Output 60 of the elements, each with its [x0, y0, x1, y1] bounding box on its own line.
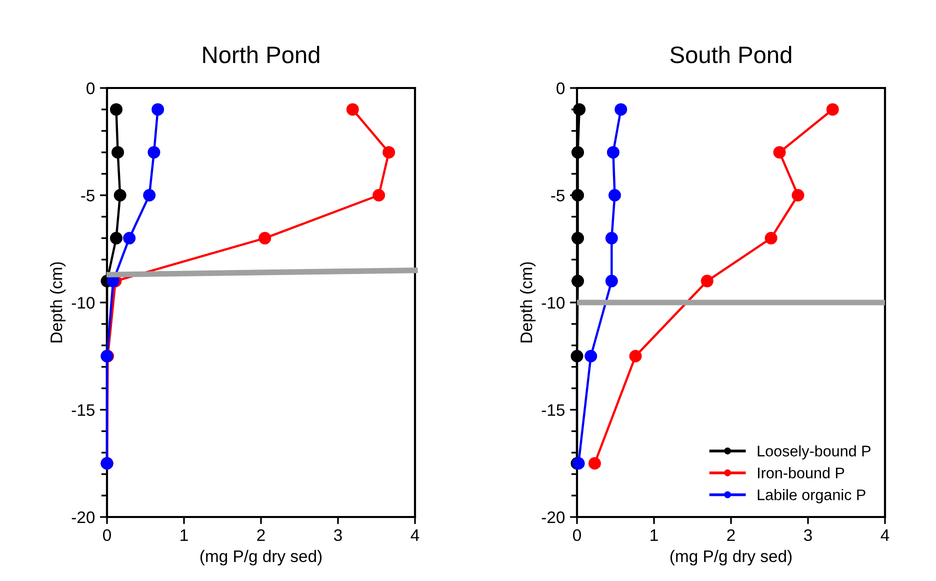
x-tick-label: 1: [650, 529, 658, 541]
point: [573, 103, 586, 116]
y-tick-label: -15: [72, 404, 94, 416]
point: [112, 146, 124, 159]
point: [826, 103, 839, 116]
point: [584, 350, 598, 362]
point: [606, 146, 620, 159]
point: [152, 103, 164, 116]
chart-title: South Pond: [670, 46, 792, 64]
point: [570, 350, 584, 362]
x-tick-label: 2: [257, 529, 265, 541]
point: [629, 350, 642, 362]
point: [608, 189, 621, 202]
point: [572, 146, 584, 159]
y-axis-title: Depth (cm): [50, 262, 66, 342]
y-tick-label: -5: [81, 190, 94, 202]
x-tick-label: 0: [103, 529, 111, 542]
point: [382, 146, 396, 159]
x-tick-label: 4: [880, 529, 890, 541]
point: [588, 457, 601, 470]
y-tick-label: -20: [72, 511, 95, 524]
point: [372, 189, 386, 202]
point: [110, 232, 122, 244]
point: [773, 146, 786, 159]
point: [123, 232, 136, 244]
point: [572, 232, 584, 244]
y-tick-label: -5: [551, 190, 564, 202]
point: [572, 274, 584, 288]
x-axis-title: (mg P/g dry sed): [200, 550, 322, 566]
y-tick-label: 0: [556, 82, 565, 94]
x-tick-label: 0: [573, 529, 581, 542]
point: [110, 103, 122, 116]
point: [792, 189, 804, 202]
y-axis-title: Depth (cm): [520, 262, 536, 342]
point: [700, 274, 714, 288]
point: [346, 103, 359, 116]
legend-label: Labile organic P: [758, 489, 866, 504]
y-tick-label: -15: [542, 404, 564, 416]
x-tick-label: 3: [804, 529, 812, 542]
point: [764, 232, 778, 244]
chart-title: North Pond: [203, 46, 320, 64]
x-axis-title: (mg P/g dry sed): [670, 550, 792, 566]
x-tick-label: 2: [727, 529, 735, 541]
point: [605, 274, 618, 288]
point: [143, 189, 156, 202]
legend-label: Loosely-bound P: [758, 445, 870, 460]
x-tick-label: 1: [180, 529, 188, 541]
x-tick-label: 3: [334, 529, 342, 542]
y-tick-label: -20: [542, 511, 565, 524]
point: [258, 232, 272, 244]
y-tick-label: -10: [542, 296, 565, 309]
legend-label: Iron-bound P: [758, 467, 844, 478]
point: [572, 189, 584, 202]
x-tick-label: 4: [410, 529, 420, 541]
point: [614, 103, 628, 116]
point: [148, 146, 160, 159]
point: [114, 189, 126, 202]
y-tick-label: -10: [72, 296, 95, 309]
y-tick-label: 0: [86, 82, 95, 94]
point: [605, 232, 618, 244]
